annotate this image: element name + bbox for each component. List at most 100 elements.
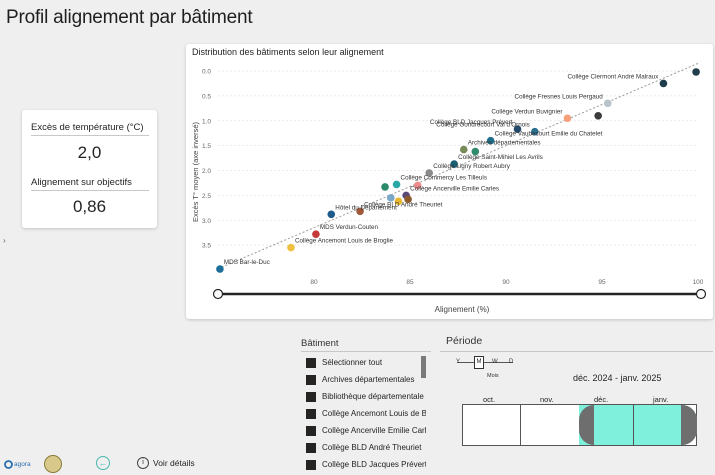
y-tick-label: 2.5 [202,193,211,200]
batiment-list-item[interactable]: Sélectionner tout [306,354,382,371]
checkbox[interactable] [306,408,316,419]
y-tick-label: 0.5 [202,93,211,100]
voir-details-button[interactable]: i Voir détails [137,457,195,469]
granularity-track [457,362,513,363]
data-point[interactable] [531,127,539,136]
checkbox[interactable] [306,442,316,453]
batiment-list: Sélectionner tout Archives départementale… [306,354,426,475]
month-label-oct: oct. [483,395,496,404]
agora-logo-icon [4,460,13,469]
checkbox[interactable] [306,391,316,402]
data-point[interactable] [486,136,495,145]
granularity-year[interactable]: Y [456,359,461,365]
batiment-list-item-label: Collège Ancerville Emilie Carles [322,426,426,435]
month-label-janv: janv. [653,395,669,404]
month-label-nov: nov. [540,395,554,404]
checkbox[interactable] [306,357,316,368]
y-tick-label: 0.0 [202,69,211,76]
scatter-chart-card: Distribution des bâtiments selon leur al… [186,44,713,319]
data-point[interactable] [459,145,468,154]
batiment-list-item[interactable]: Collège Ancemont Louis de Br... [306,405,426,422]
temperature-excess-value: 2,0 [77,143,102,162]
checkbox[interactable] [306,374,316,385]
batiment-list-item[interactable]: Bibliothèque départementale [306,388,424,405]
data-point[interactable] [404,195,412,204]
batiment-list-item[interactable]: Collège BLD André Theuriet [306,439,421,456]
timeline-start-handle[interactable] [579,405,594,445]
x-tick-label: 85 [406,279,414,286]
data-point[interactable] [413,181,422,190]
point-label: Collège BLD Jacques Prévert [430,119,513,126]
month-label-dec: déc. [594,395,609,404]
batiment-list-item[interactable]: Collège Ancerville Emilie Carles [306,422,426,439]
batiment-list-item[interactable]: Archives départementales [306,371,415,388]
granularity-label: Mois [487,373,499,379]
data-point[interactable] [594,111,602,120]
x-tick-label: 100 [693,279,704,286]
point-label: Collège Ancemont Louis de Broglie [295,238,394,245]
data-point[interactable] [513,125,522,134]
x-axis-label: Alignement (%) [435,305,490,314]
data-point[interactable] [603,99,612,108]
point-label: Archives départementales [468,140,541,147]
y-tick-label: 3.0 [202,218,211,225]
batiment-slicer: Bâtiment Sélectionner tout Archives dépar… [301,338,431,475]
timeline-end-handle[interactable] [681,405,697,445]
point-label: MDS Bar-le-Duc [224,259,270,266]
data-point[interactable] [387,194,395,202]
divider [301,351,431,352]
data-point[interactable] [659,79,668,88]
granularity-week[interactable]: W [492,359,498,365]
point-label: Collège Verdun Buvignier [491,108,562,115]
temperature-excess-label: Excès de température (°C) [31,122,144,133]
data-point[interactable] [312,230,320,238]
data-point[interactable] [356,207,364,216]
checkbox[interactable] [306,459,316,470]
month-divider [520,405,521,445]
periode-slicer-title: Période [446,335,483,347]
scatter-chart: 0.0 0.5 1.0 1.5 2.0 2.5 3.0 3.5 80 85 90 95 100 Coll… [191,62,707,314]
collapse-marker[interactable]: › [3,236,6,245]
data-point[interactable] [381,183,389,191]
voir-details-label: Voir détails [153,458,195,468]
batiment-list-item[interactable]: Collège BLD Jacques Prévert [306,456,426,473]
data-point[interactable] [287,243,295,252]
data-point[interactable] [394,197,403,206]
agora-logo-text: agora [14,461,31,468]
batiment-list-item-label: Collège BLD Jacques Prévert [322,460,426,469]
scrollbar-thumb[interactable] [421,356,426,378]
data-point[interactable] [471,147,480,156]
trendline [217,62,699,270]
point-label: Collège BLD André Theuriet [364,201,443,208]
range-slider-max-handle[interactable] [695,288,707,300]
point-label: Collège Ligny Robert Aubry [433,163,511,170]
point-label: Hôtel du Département [335,204,397,211]
batiment-list-item-label: Bibliothèque départementale [322,392,424,401]
y-tick-label: 1.0 [202,118,211,125]
granularity-day[interactable]: D [509,359,514,365]
period-range-text: déc. 2024 - janv. 2025 [573,373,662,383]
data-point[interactable] [450,160,458,168]
divider [31,135,149,136]
point-label: MDS Verdun-Couten [320,224,379,231]
checkbox[interactable] [306,425,316,436]
divider [31,190,149,191]
selected-period[interactable] [579,405,697,445]
y-tick-label: 2.0 [202,168,211,175]
data-point[interactable] [392,180,401,189]
data-point[interactable] [216,265,224,273]
objective-alignment-label: Alignement sur objectifs [31,177,132,188]
timeline-bar[interactable] [462,404,697,446]
y-tick-label: 3.5 [202,243,211,250]
batiment-list-item-label: Collège Ancemont Louis de Br... [322,409,426,418]
granularity-month[interactable]: M [474,356,484,369]
data-point[interactable] [327,210,336,219]
data-point[interactable] [692,68,700,76]
x-tick-label: 80 [310,279,318,286]
batiment-list-item-label: Sélectionner tout [322,358,383,367]
data-point[interactable] [425,169,433,177]
data-point[interactable] [563,114,572,123]
back-arrow-icon[interactable]: ← [96,456,110,470]
range-slider-min-handle[interactable] [212,288,224,300]
batiment-slicer-title: Bâtiment [301,338,339,349]
